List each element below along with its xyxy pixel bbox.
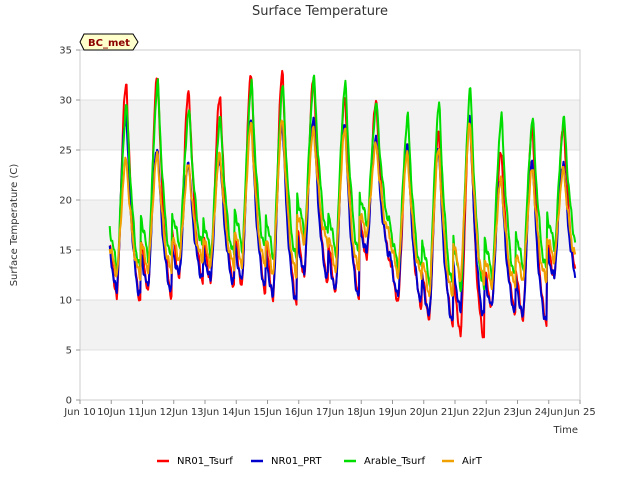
series-line-AirT [108,119,577,298]
grid-band [80,100,580,150]
x-tick-label: 20Jun [410,407,438,418]
series-layer [108,69,577,339]
x-tick-label: 10Jun [97,407,125,418]
x-tick-label: 17Jun [316,407,344,418]
y-tick-label: 30 [59,96,72,107]
x-axis-ticks: Jun 10 10Jun 11Jun 12Jun 13Jun 14Jun 15Jun 16Ju… [63,400,596,418]
legend-label: AirT [462,456,483,467]
legend-label: NR01_Tsurf [177,456,233,467]
legend-label: NR01_PRT [271,456,322,467]
x-tick-label: 16Jun [285,407,313,418]
x-tick-label: 12Jun [160,407,188,418]
y-tick-label: 10 [59,296,72,307]
x-tick-label: 13Jun [191,407,219,418]
y-axis-title: Surface Temperature (C) [9,164,20,287]
grid-band [80,300,580,350]
legend: NR01_Tsurf NR01_PRT Arable_Tsurf AirT [157,456,483,467]
x-tick-label: 15Jun [253,407,281,418]
y-tick-label: 20 [59,196,72,207]
y-tick-label: 5 [66,346,72,357]
series-line-Arable_Tsurf [108,74,577,293]
x-tick-label: 23Jun [503,407,531,418]
x-tick-label: 18Jun [347,407,375,418]
x-tick-label: 24Jun [535,407,563,418]
chart-title: Surface Temperature [252,4,388,19]
y-tick-label: 25 [59,146,72,157]
x-tick-label: 21Jun [441,407,469,418]
x-axis-title: Time [553,425,578,436]
site-tag-label: BC_met [88,38,130,49]
x-tick-label: Jun 10 [63,407,96,418]
site-tag: BC_met [79,33,139,51]
x-tick-label: Jun 25 [563,407,596,418]
x-tick-label: 22Jun [472,407,500,418]
x-tick-label: 11Jun [128,407,156,418]
x-tick-label: 14Jun [222,407,250,418]
y-tick-label: 0 [66,396,72,407]
y-tick-label: 35 [59,46,72,57]
x-tick-label: 19Jun [378,407,406,418]
y-axis-ticks: 0 5 10 15 20 25 30 35 [59,46,80,407]
legend-label: Arable_Tsurf [364,456,425,467]
y-tick-label: 15 [59,246,72,257]
